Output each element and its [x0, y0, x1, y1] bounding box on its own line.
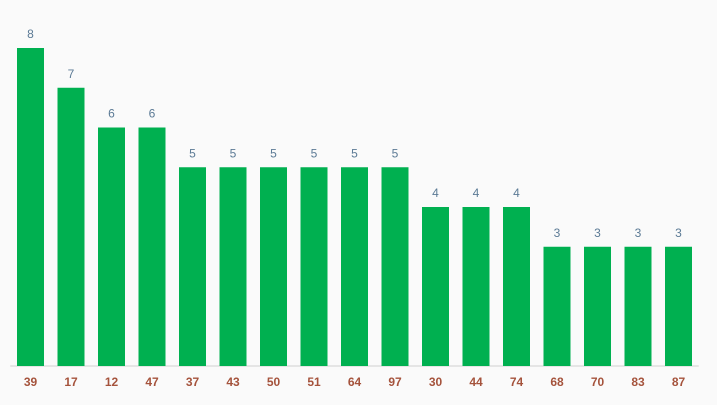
x-tick-label: 30	[429, 375, 443, 389]
bar	[624, 246, 652, 366]
value-label: 6	[108, 107, 115, 121]
value-label: 4	[513, 186, 520, 200]
bar	[462, 207, 490, 366]
value-label: 3	[675, 226, 682, 240]
x-tick-label: 83	[631, 375, 645, 389]
bar	[381, 167, 409, 366]
bar	[422, 207, 449, 366]
value-label: 6	[149, 107, 156, 121]
value-label: 5	[270, 146, 277, 160]
value-label: 5	[311, 146, 318, 160]
x-tick-label: 37	[186, 375, 200, 389]
x-tick-label: 68	[550, 375, 564, 389]
bar	[300, 167, 328, 366]
value-label: 3	[594, 226, 601, 240]
value-label: 3	[635, 226, 642, 240]
x-tick-label: 47	[145, 375, 159, 389]
bar	[17, 48, 44, 366]
bar	[219, 167, 247, 366]
x-tick-label: 64	[348, 375, 362, 389]
x-tick-label: 39	[24, 375, 38, 389]
value-label: 7	[68, 67, 75, 81]
value-label: 5	[189, 146, 196, 160]
bar	[543, 246, 571, 366]
bar	[98, 127, 125, 366]
value-label: 5	[392, 146, 399, 160]
value-label: 4	[432, 186, 439, 200]
x-tick-label: 74	[510, 375, 524, 389]
x-tick-label: 12	[105, 375, 119, 389]
x-tick-label: 87	[672, 375, 686, 389]
value-label: 4	[473, 186, 480, 200]
x-tick-label: 50	[267, 375, 281, 389]
value-label: 8	[27, 27, 34, 41]
bar	[503, 207, 530, 366]
x-tick-label: 51	[307, 375, 321, 389]
value-label: 5	[351, 146, 358, 160]
value-label: 3	[554, 226, 561, 240]
bar	[665, 246, 692, 366]
bar	[57, 87, 85, 366]
bar	[179, 167, 206, 366]
value-label: 5	[230, 146, 237, 160]
bar	[341, 167, 368, 366]
bar	[584, 246, 611, 366]
x-tick-label: 97	[388, 375, 402, 389]
x-tick-label: 43	[226, 375, 240, 389]
x-tick-label: 70	[591, 375, 605, 389]
x-tick-label: 17	[64, 375, 78, 389]
bar	[138, 127, 166, 366]
x-tick-label: 44	[469, 375, 483, 389]
bar	[260, 167, 287, 366]
